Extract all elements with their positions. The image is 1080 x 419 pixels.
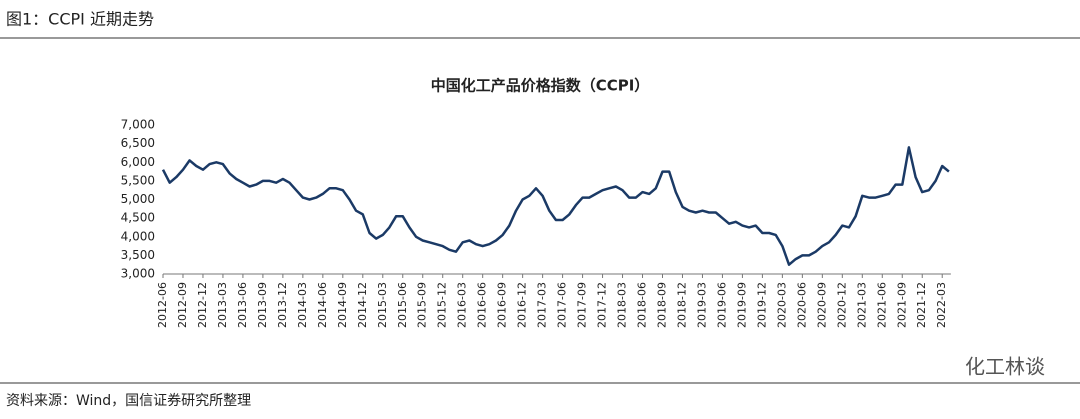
x-tick-label: 2014-03 [296,282,309,328]
y-tick-label: 4,000 [121,229,155,243]
chart-title: 中国化工产品价格指数（CCPI） [431,77,650,95]
watermark: 化工林谈 [965,355,1045,379]
x-tick-label: 2022-03 [935,282,948,328]
x-tick-label: 2013-09 [256,282,269,328]
y-tick-label: 5,500 [121,173,155,187]
x-tick-label: 2021-06 [875,282,888,328]
x-tick-label: 2016-06 [476,282,489,328]
x-tick-label: 2012-12 [196,282,209,328]
x-tick-label: 2019-03 [695,282,708,328]
x-tick-label: 2014-09 [336,282,349,328]
x-tick-label: 2018-09 [656,282,669,328]
y-tick-label: 3,500 [121,248,155,262]
source: 资料来源：Wind，国信证券研究所整理 [6,393,251,409]
x-tick-label: 2019-06 [715,282,728,328]
ccpi-line [161,146,950,266]
x-tick-label: 2018-03 [616,282,629,328]
x-tick-label: 2015-09 [416,282,429,328]
y-tick-label: 7,000 [121,118,155,132]
x-tick-label: 2017-06 [556,282,569,328]
x-tick-label: 2015-03 [376,282,389,328]
y-tick-label: 6,500 [121,136,155,150]
y-tick-label: 5,000 [121,192,155,206]
x-tick-label: 2021-09 [895,282,908,328]
x-tick-label: 2014-06 [316,282,329,328]
x-tick-label: 2017-03 [536,282,549,328]
x-tick-label: 2014-12 [356,282,369,328]
x-tick-label: 2015-06 [396,282,409,328]
x-tick-label: 2013-12 [276,282,289,328]
x-tick-label: 2016-12 [516,282,529,328]
x-tick-label: 2017-09 [576,282,589,328]
x-tick-label: 2020-09 [815,282,828,328]
y-tick-label: 6,000 [121,155,155,169]
x-tick-label: 2017-12 [596,282,609,328]
x-tick-label: 2021-03 [855,282,868,328]
x-tick-label: 2019-09 [735,282,748,328]
y-tick-label: 4,500 [121,211,155,225]
x-tick-label: 2013-03 [216,282,229,328]
figure-title: 图1：CCPI 近期走势 [6,10,154,29]
x-tick-label: 2020-06 [795,282,808,328]
x-tick-label: 2015-12 [436,282,449,328]
x-tick-label: 2019-12 [755,282,768,328]
y-tick-label: 3,000 [121,267,155,281]
x-tick-label: 2020-03 [775,282,788,328]
x-tick-label: 2018-12 [675,282,688,328]
x-tick-label: 2016-03 [456,282,469,328]
x-tick-label: 2016-09 [496,282,509,328]
x-tick-label: 2012-06 [156,282,169,328]
x-tick-label: 2018-06 [636,282,649,328]
x-tick-label: 2013-06 [236,282,249,328]
x-tick-label: 2020-12 [835,282,848,328]
x-tick-label: 2012-09 [176,282,189,328]
x-tick-label: 2021-12 [915,282,928,328]
